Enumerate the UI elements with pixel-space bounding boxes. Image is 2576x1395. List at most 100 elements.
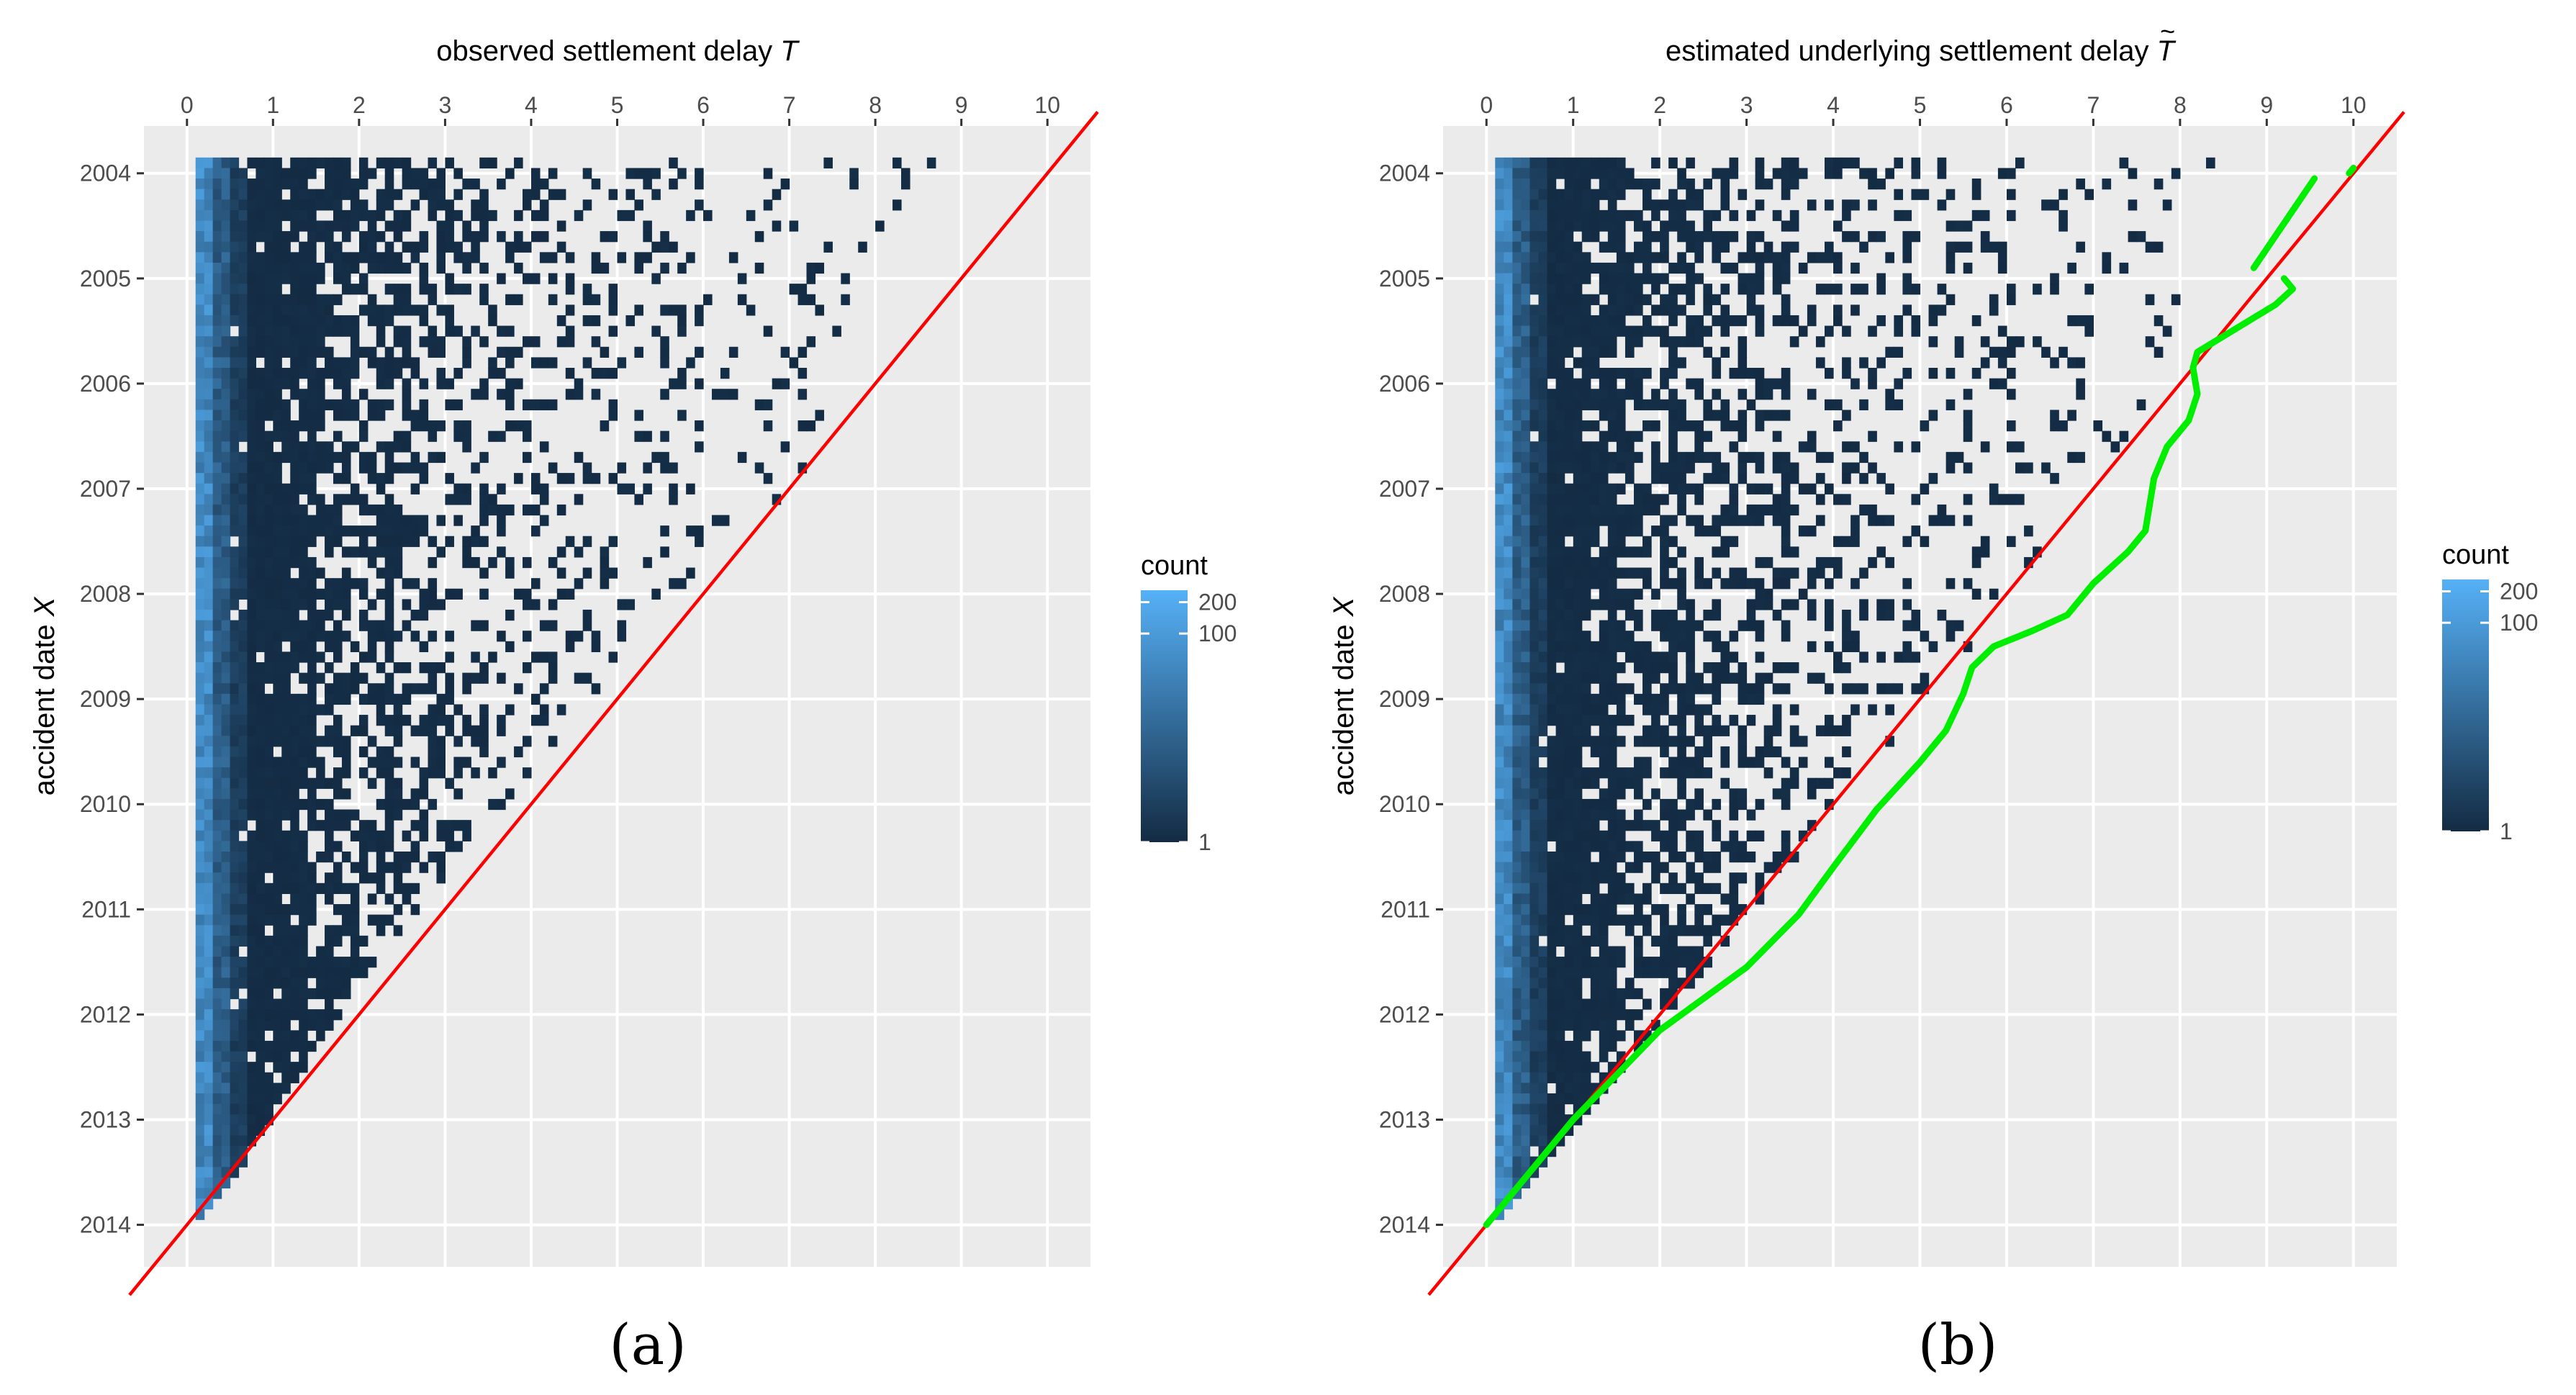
heatmap-cell xyxy=(1686,599,1695,610)
heatmap-cell xyxy=(1607,946,1617,957)
heatmap-cell xyxy=(204,378,214,389)
heatmap-cell xyxy=(247,988,257,1000)
heatmap-cell xyxy=(410,525,420,537)
heatmap-cell xyxy=(1668,830,1678,841)
heatmap-cell xyxy=(1599,798,1609,811)
heatmap-cell xyxy=(1504,515,1513,526)
heatmap-cell xyxy=(1781,157,1791,169)
heatmap-cell xyxy=(256,809,265,821)
heatmap-cell xyxy=(1495,556,1504,569)
heatmap-cell xyxy=(290,978,299,989)
heatmap-cell xyxy=(204,1177,214,1189)
heatmap-cell xyxy=(453,168,463,179)
heatmap-cell xyxy=(1590,957,1600,968)
heatmap-cell xyxy=(1885,683,1894,695)
heatmap-cell xyxy=(1529,862,1540,873)
heatmap-cell xyxy=(1564,777,1574,789)
heatmap-cell xyxy=(393,777,403,789)
heatmap-cell xyxy=(1521,683,1531,695)
heatmap-cell xyxy=(350,179,360,190)
heatmap-cell xyxy=(1660,725,1669,736)
heatmap-cell xyxy=(591,367,601,379)
heatmap-cell xyxy=(1495,378,1504,389)
heatmap-cell xyxy=(325,231,334,243)
heatmap-cell xyxy=(230,336,240,348)
heatmap-cell xyxy=(1746,231,1756,243)
heatmap-cell xyxy=(281,567,291,579)
heatmap-cell xyxy=(281,252,291,263)
heatmap-cell xyxy=(462,683,471,695)
heatmap-cell xyxy=(1538,904,1548,916)
heatmap-cell xyxy=(1634,841,1643,852)
heatmap-cell xyxy=(1763,179,1773,190)
heatmap-cell xyxy=(204,209,214,222)
heatmap-cell xyxy=(264,241,274,253)
heatmap-cell xyxy=(273,914,282,926)
heatmap-cell xyxy=(1521,284,1531,295)
heatmap-cell xyxy=(230,777,240,789)
heatmap-cell xyxy=(256,914,265,926)
heatmap-cell xyxy=(1729,841,1739,852)
heatmap-cell xyxy=(479,736,489,747)
heatmap-cell xyxy=(1521,168,1531,179)
heatmap-cell xyxy=(2154,179,2164,190)
heatmap-cell xyxy=(1634,504,1643,516)
heatmap-cell xyxy=(1642,367,1652,379)
heatmap-cell xyxy=(1573,157,1583,169)
heatmap-cell xyxy=(1599,925,1609,936)
heatmap-cell xyxy=(1573,220,1583,232)
heatmap-cell xyxy=(548,556,558,569)
heatmap-cell xyxy=(1504,451,1513,464)
heatmap-cell xyxy=(1590,567,1600,579)
heatmap-cell xyxy=(1729,262,1739,274)
heatmap-cell xyxy=(1504,157,1513,169)
heatmap-cell xyxy=(1495,672,1504,684)
heatmap-cell xyxy=(1521,946,1531,957)
heatmap-cell xyxy=(1599,346,1609,358)
heatmap-cell xyxy=(350,209,360,222)
heatmap-cell xyxy=(1512,556,1522,569)
heatmap-cell xyxy=(316,441,325,453)
heatmap-cell xyxy=(1825,483,1834,495)
heatmap-cell xyxy=(316,420,325,432)
heatmap-cell xyxy=(1495,704,1504,715)
heatmap-cell xyxy=(436,252,446,263)
heatmap-cell xyxy=(264,935,274,947)
heatmap-cell xyxy=(1781,294,1791,305)
heatmap-cell xyxy=(1729,494,1739,505)
heatmap-cell xyxy=(1599,325,1609,337)
heatmap-cell xyxy=(1902,651,1912,663)
heatmap-cell xyxy=(677,578,687,590)
heatmap-cell xyxy=(1781,620,1791,631)
heatmap-cell xyxy=(333,367,343,379)
heatmap-cell xyxy=(1624,284,1635,295)
heatmap-cell xyxy=(325,777,334,789)
heatmap-cell xyxy=(281,872,291,884)
heatmap-cell xyxy=(1504,820,1513,831)
heatmap-cell xyxy=(238,231,248,243)
heatmap-cell xyxy=(1495,609,1504,621)
heatmap-cell xyxy=(273,220,282,232)
heatmap-cell xyxy=(290,631,299,642)
heatmap-cell xyxy=(1555,168,1565,179)
heatmap-cell xyxy=(608,284,618,295)
heatmap-cell xyxy=(1607,231,1617,243)
heatmap-cell xyxy=(264,767,274,779)
heatmap-cell xyxy=(325,683,334,695)
heatmap-cell xyxy=(1564,904,1574,916)
heatmap-cell xyxy=(1547,336,1557,348)
heatmap-cell xyxy=(264,882,274,895)
heatmap-cell xyxy=(307,515,317,526)
heatmap-cell xyxy=(1642,957,1652,968)
heatmap-cell xyxy=(479,672,489,684)
heatmap-cell xyxy=(1538,893,1548,905)
heatmap-cell xyxy=(402,620,412,631)
heatmap-cell xyxy=(1980,241,1990,253)
heatmap-cell xyxy=(471,767,480,779)
heatmap-cell xyxy=(333,430,343,442)
heatmap-cell xyxy=(264,399,274,411)
heatmap-cell xyxy=(341,978,351,989)
heatmap-cell xyxy=(1573,284,1583,295)
heatmap-cell xyxy=(195,399,205,411)
heatmap-cell xyxy=(1521,957,1531,968)
